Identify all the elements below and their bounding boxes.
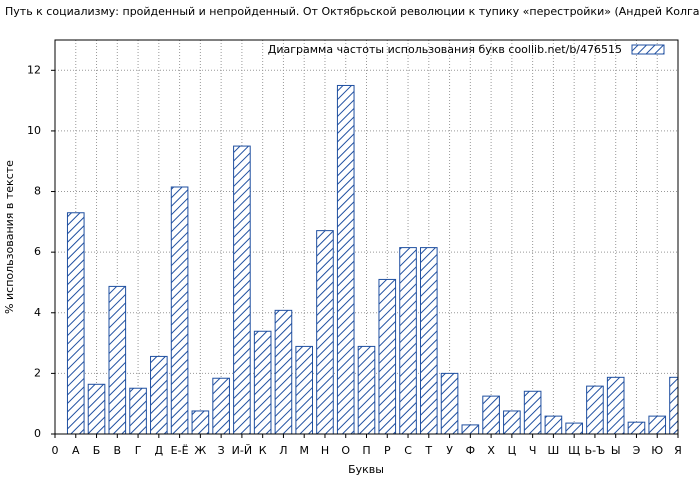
bar bbox=[295, 345, 314, 434]
bar bbox=[399, 247, 417, 434]
bar bbox=[606, 376, 625, 434]
x-tick-label: Х bbox=[487, 444, 495, 457]
x-tick-label: Н bbox=[321, 444, 329, 457]
x-tick-label: Ж bbox=[194, 444, 206, 457]
bar bbox=[274, 309, 293, 434]
x-tick-label: Д bbox=[155, 444, 164, 457]
bar bbox=[669, 376, 678, 434]
bar bbox=[253, 330, 272, 434]
bar bbox=[336, 84, 355, 434]
x-tick-label: Я bbox=[674, 444, 682, 457]
x-tick-label: Л bbox=[279, 444, 287, 457]
bar bbox=[87, 383, 106, 434]
x-tick-label: С bbox=[404, 444, 412, 457]
x-tick-label: Ю bbox=[651, 444, 663, 457]
x-tick-label: Э bbox=[633, 444, 641, 457]
x-tick-label: Ц bbox=[508, 444, 517, 457]
x-tick-label: Щ bbox=[568, 444, 580, 457]
y-tick-label: 0 bbox=[34, 427, 41, 440]
bar bbox=[586, 385, 604, 434]
x-tick-label: Ы bbox=[611, 444, 621, 457]
y-tick-label: 12 bbox=[27, 63, 41, 76]
x-tick-label: П bbox=[362, 444, 370, 457]
bars bbox=[66, 84, 678, 434]
bar bbox=[233, 145, 251, 434]
y-tick-label: 10 bbox=[27, 124, 41, 137]
bar bbox=[461, 424, 480, 434]
bar bbox=[357, 345, 376, 434]
bar bbox=[419, 247, 438, 434]
bar bbox=[648, 415, 667, 434]
bar bbox=[191, 410, 210, 434]
bar bbox=[378, 278, 397, 434]
plot-frame bbox=[54, 39, 679, 435]
x-tick-label: Ч bbox=[529, 444, 537, 457]
bar bbox=[66, 212, 85, 434]
x-tick-label: Е-Ё bbox=[171, 444, 189, 457]
bar bbox=[523, 390, 542, 434]
x-tick-label: А bbox=[72, 444, 80, 457]
bar bbox=[129, 387, 147, 434]
x-tick-label: Ш bbox=[548, 444, 560, 457]
x-tick-label: В bbox=[114, 444, 122, 457]
x-tick-label: И-Й bbox=[232, 444, 252, 457]
y-tick-label: 2 bbox=[34, 366, 41, 379]
bar bbox=[150, 355, 168, 434]
bar bbox=[503, 410, 521, 434]
y-axis-label: % использования в тексте bbox=[3, 160, 16, 314]
bar bbox=[627, 421, 646, 434]
x-axis-label: Буквы bbox=[348, 463, 384, 476]
x-tick-label: Ь-Ъ bbox=[585, 444, 606, 457]
bar bbox=[565, 422, 583, 434]
x-tick-label: К bbox=[259, 444, 267, 457]
legend-label: Диаграмма частоты использования букв coo… bbox=[268, 43, 622, 56]
bar bbox=[316, 230, 334, 434]
x-tick-label: Т bbox=[424, 444, 432, 457]
bar bbox=[544, 415, 563, 434]
x-tick-label: О bbox=[341, 444, 350, 457]
bar bbox=[482, 395, 500, 434]
x-tick-label: З bbox=[218, 444, 225, 457]
x-tick-label: Ф bbox=[466, 444, 475, 457]
x-tick-label: У bbox=[446, 444, 453, 457]
x-tick-label: Б bbox=[93, 444, 101, 457]
bar bbox=[108, 285, 127, 434]
y-tick-label: 6 bbox=[34, 245, 41, 258]
bar bbox=[170, 186, 189, 434]
x-tick-label: Р bbox=[384, 444, 391, 457]
y-tick-label: 4 bbox=[34, 306, 41, 319]
chart-title: Путь к социализму: пройденный и непройде… bbox=[5, 5, 700, 18]
x-tick-label: 0 bbox=[52, 444, 59, 457]
x-tick-label: М bbox=[299, 444, 309, 457]
bar bbox=[440, 372, 459, 434]
legend-swatch bbox=[631, 44, 665, 55]
x-tick-label: Г bbox=[135, 444, 142, 457]
bar bbox=[212, 377, 230, 434]
y-tick-label: 8 bbox=[34, 185, 41, 198]
